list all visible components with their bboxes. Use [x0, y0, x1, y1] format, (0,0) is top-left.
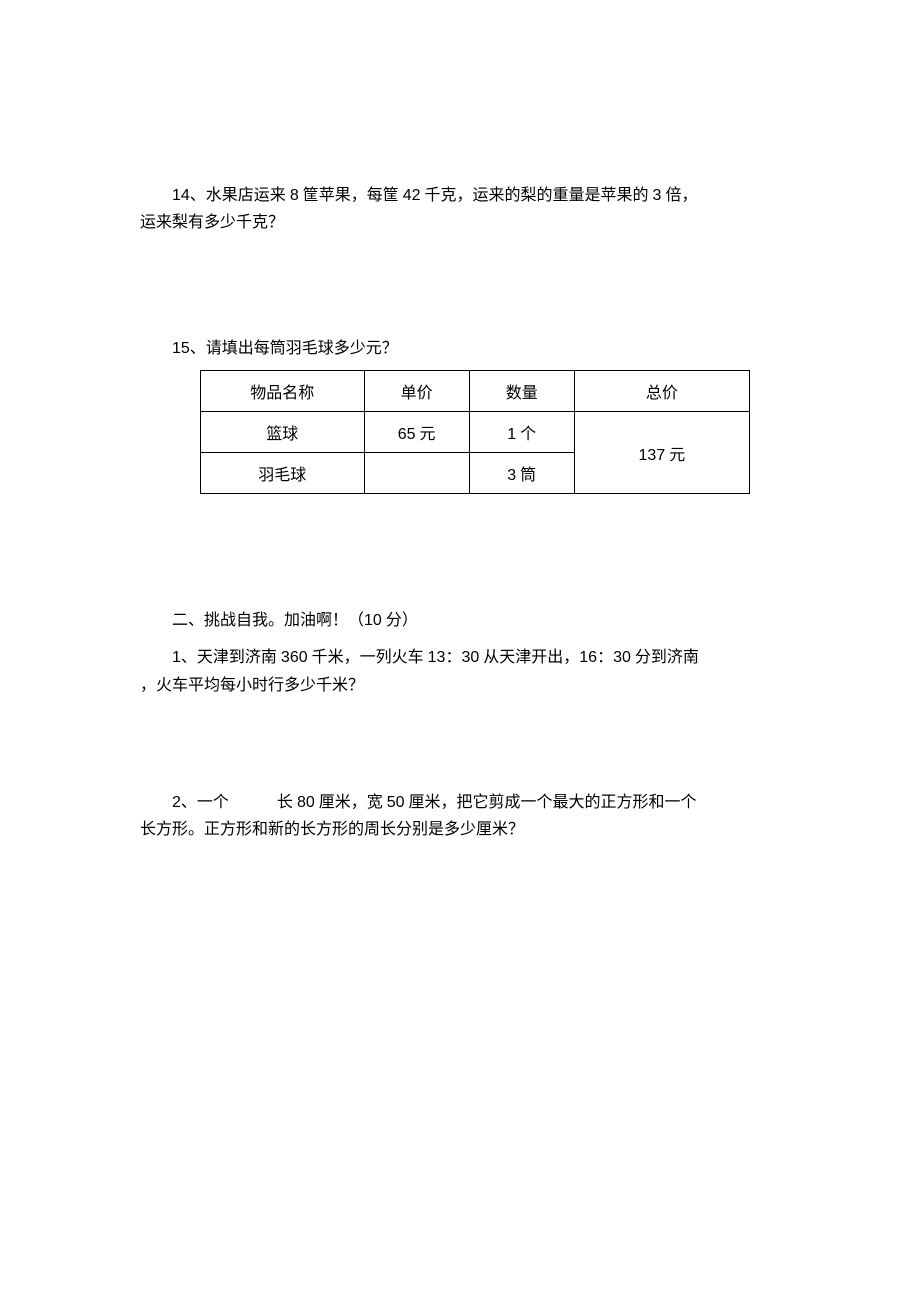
q14-num: 14 — [172, 187, 190, 204]
row2-price — [364, 453, 469, 494]
s2q1-v3: 30 — [461, 649, 479, 666]
header-price: 单价 — [364, 371, 469, 412]
q14-text2: 筐苹果，每筐 — [299, 187, 403, 204]
row1-price-num: 65 — [398, 426, 416, 443]
s2q2-line1: 2、一个 长 80 厘米，宽 50 厘米，把它剪成一个最大的正方形和一个 — [140, 789, 780, 816]
question-15-header: 15、请填出每筒羽毛球多少元？ — [140, 334, 780, 358]
section2-q2: 2、一个 长 80 厘米，宽 50 厘米，把它剪成一个最大的正方形和一个 长方形。… — [140, 789, 780, 843]
s2q1-t5: ： — [597, 649, 613, 666]
q15-num: 15 — [172, 340, 190, 357]
s2q1-line2: ，火车平均每小时行多少千米？ — [140, 672, 780, 699]
row1-qty-unit: 个 — [516, 426, 536, 443]
total-num: 137 — [639, 447, 666, 464]
s2q1-v5: 30 — [613, 649, 631, 666]
question-14: 14、水果店运来 8 筐苹果，每筐 42 千克，运来的梨的重量是苹果的 3 倍，… — [140, 182, 780, 236]
q14-val1: 8 — [290, 187, 299, 204]
header-qty: 数量 — [469, 371, 574, 412]
s2q2-v1: 80 — [297, 794, 315, 811]
total-unit: 元 — [665, 447, 685, 464]
q15-text: 、请填出每筒羽毛球多少元？ — [190, 340, 398, 357]
s2q1-line1: 1、天津到济南 360 千米，一列火车 13：30 从天津开出，16：30 分到… — [140, 644, 780, 671]
section-2-header: 二、挑战自我。加油啊！（10 分） — [140, 606, 780, 630]
s2q1-t4: 从天津开出， — [479, 649, 579, 666]
row2-name: 羽毛球 — [201, 453, 365, 494]
q15-table: 物品名称 单价 数量 总价 篮球 65 元 1 个 137 元 羽毛球 3 筒 — [200, 370, 750, 494]
s2-points: 10 — [364, 612, 382, 629]
s2q2-line2: 长方形。正方形和新的长方形的周长分别是多少厘米？ — [140, 816, 780, 843]
s2q2-t2: 长 — [277, 794, 297, 811]
s2q2-t3: 厘米，宽 — [315, 794, 387, 811]
table-header-row: 物品名称 单价 数量 总价 — [201, 371, 750, 412]
q14-text4: 倍， — [661, 187, 697, 204]
s2q1-num: 1 — [172, 649, 181, 666]
row1-price-unit: 元 — [415, 426, 435, 443]
q14-val2: 42 — [403, 187, 421, 204]
s2q1-v4: 16 — [579, 649, 597, 666]
q14-line2: 运来梨有多少千克？ — [140, 209, 780, 236]
q15-table-wrapper: 物品名称 单价 数量 总价 篮球 65 元 1 个 137 元 羽毛球 3 筒 — [140, 370, 780, 494]
q14-text3: 千克，运来的梨的重量是苹果的 — [421, 187, 653, 204]
q14-text1: 、水果店运来 — [190, 187, 290, 204]
table-row-1: 篮球 65 元 1 个 137 元 — [201, 412, 750, 453]
s2q1-t2: 千米，一列火车 — [308, 649, 428, 666]
header-total: 总价 — [574, 371, 749, 412]
header-name: 物品名称 — [201, 371, 365, 412]
row2-qty-unit: 筒 — [516, 467, 536, 484]
s2q1-v1: 360 — [281, 649, 308, 666]
s2q1-t6: 分到济南 — [631, 649, 699, 666]
s2-text2: 分） — [382, 612, 418, 629]
section2-q1: 1、天津到济南 360 千米，一列火车 13：30 从天津开出，16：30 分到… — [140, 644, 780, 698]
s2q2-t1: 、一个 — [181, 794, 229, 811]
document-content: 14、水果店运来 8 筐苹果，每筐 42 千克，运来的梨的重量是苹果的 3 倍，… — [0, 182, 920, 843]
row1-name: 篮球 — [201, 412, 365, 453]
row1-qty: 1 个 — [469, 412, 574, 453]
spacer — [140, 264, 780, 334]
s2q1-t1: 、天津到济南 — [181, 649, 281, 666]
row1-qty-num: 1 — [507, 426, 516, 443]
row1-price: 65 元 — [364, 412, 469, 453]
row2-qty: 3 筒 — [469, 453, 574, 494]
s2q1-v2: 13 — [428, 649, 446, 666]
total-cell: 137 元 — [574, 412, 749, 494]
s2-text1: 二、挑战自我。加油啊！（ — [172, 612, 364, 629]
s2q2-num: 2 — [172, 794, 181, 811]
row2-qty-num: 3 — [507, 467, 516, 484]
q14-line1: 14、水果店运来 8 筐苹果，每筐 42 千克，运来的梨的重量是苹果的 3 倍， — [140, 182, 780, 209]
s2q1-t3: ： — [445, 649, 461, 666]
s2q2-v2: 50 — [387, 794, 405, 811]
s2q2-t4: 厘米，把它剪成一个最大的正方形和一个 — [405, 794, 697, 811]
